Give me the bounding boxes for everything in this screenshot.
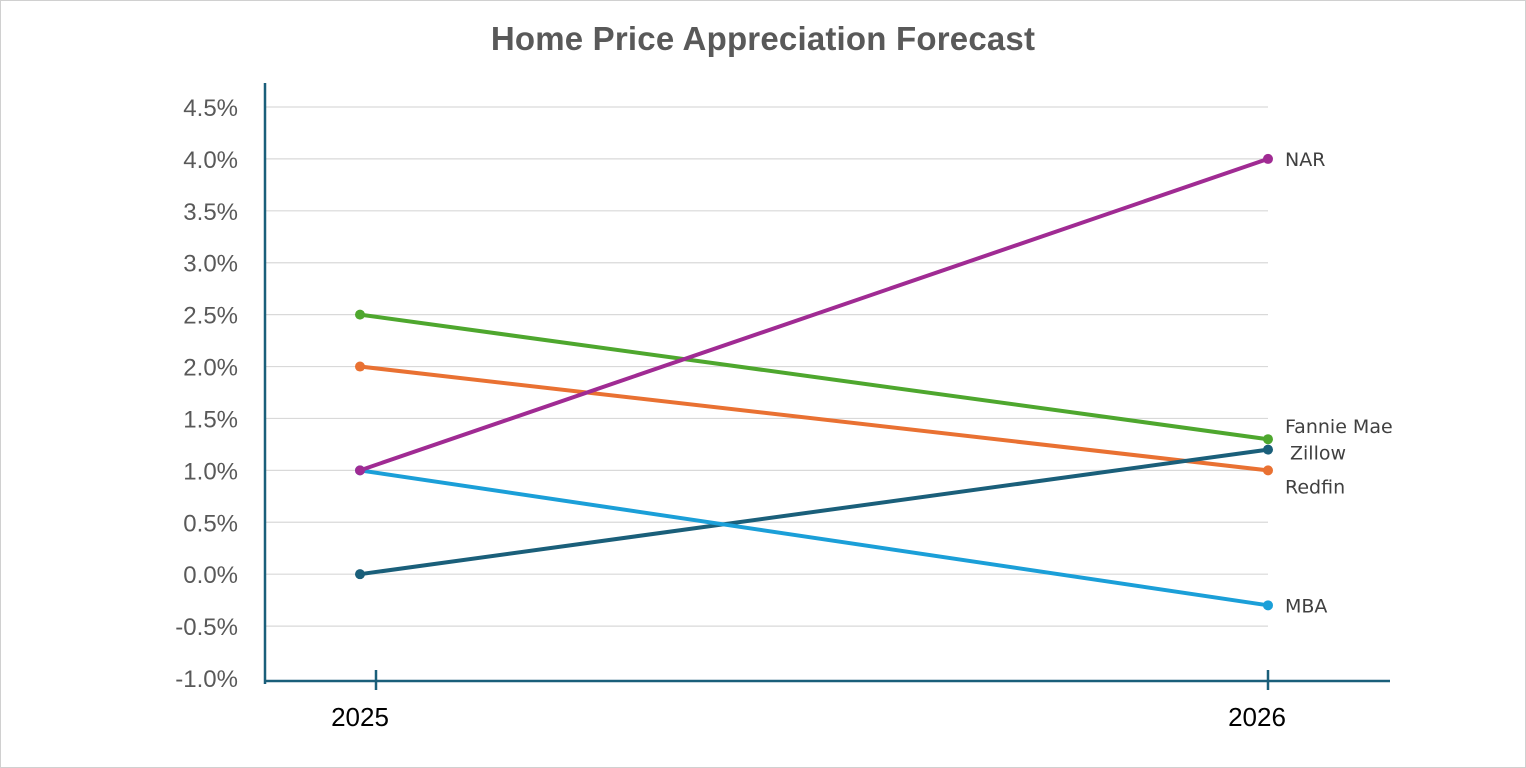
y-tick-label: 0.5% (183, 510, 238, 537)
chart-title: Home Price Appreciation Forecast (490, 20, 1036, 57)
series-points (355, 153, 1273, 611)
x-tick-label: 2026 (1228, 702, 1286, 732)
series-line-redfin (358, 364, 1270, 473)
y-tick-labels: 4.5% 4.0% 3.5% 3.0% 2.5% 2.0% 1.5% 1.0% 0.5% 0.0%… (175, 95, 238, 693)
y-tick-label: 1.5% (183, 406, 238, 433)
series-line-fannie-mae (358, 312, 1270, 442)
data-point-fannie-mae (355, 309, 365, 320)
series-label-zillow: Zillow (1290, 443, 1346, 465)
data-point-nar (355, 465, 365, 476)
y-tick-label: 2.0% (183, 355, 238, 382)
series-label-redfin: Redfin (1285, 476, 1345, 498)
y-tick-label: 3.0% (183, 251, 238, 278)
y-tick-label: 0.0% (183, 562, 238, 589)
data-point-zillow (1263, 444, 1273, 455)
series-lines (358, 156, 1270, 608)
x-tick-labels: 2025 2026 (331, 702, 1286, 732)
y-tick-label: 1.0% (183, 458, 238, 485)
series-line-zillow (358, 447, 1270, 577)
series-label-mba: MBA (1285, 595, 1327, 617)
data-point-nar (1263, 153, 1273, 164)
y-tick-label: 4.0% (183, 147, 238, 174)
y-tick-label: -1.0% (175, 666, 238, 693)
series-labels: Fannie Mae Redfin Zillow MBA NAR (1285, 149, 1393, 617)
axes (263, 83, 1390, 690)
data-point-mba (1263, 600, 1273, 611)
y-tick-label: -0.5% (175, 614, 238, 641)
y-tick-label: 4.5% (183, 95, 238, 122)
series-label-nar: NAR (1285, 149, 1325, 171)
gridlines (265, 106, 1268, 627)
data-point-fannie-mae (1263, 434, 1273, 445)
x-tick-label: 2025 (331, 702, 389, 732)
series-line-nar (358, 156, 1270, 473)
y-tick-label: 3.5% (183, 199, 238, 226)
series-label-fannie-mae: Fannie Mae (1285, 416, 1393, 438)
series-line-mba (358, 468, 1270, 608)
data-point-redfin (1263, 465, 1273, 476)
data-point-redfin (355, 361, 365, 372)
data-point-zillow (355, 569, 365, 580)
y-tick-label: 2.5% (183, 303, 238, 330)
